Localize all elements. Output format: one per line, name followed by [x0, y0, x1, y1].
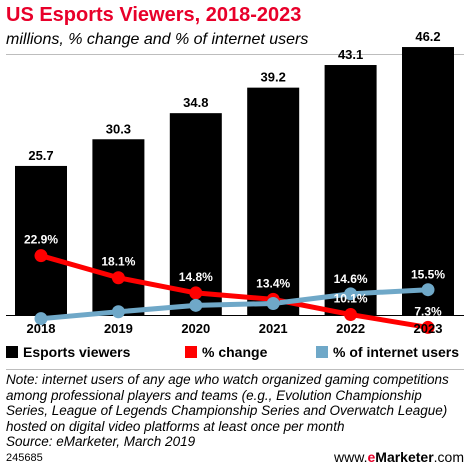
point-of-internet-users-2023 — [421, 283, 435, 297]
pct-change-label-2021: 13.4% — [256, 276, 290, 290]
point-change-2019 — [111, 271, 125, 285]
legend-item-internet-users: % of internet users — [316, 344, 459, 360]
chart-area: 25.7 30.3 34.8 39.2 43.1 46.2 22.9% 18.1% 14.8% 1… — [6, 29, 464, 343]
chart-note: Note: internet users of any age who watc… — [6, 372, 464, 450]
brand-logo[interactable]: www.eMarketer.com — [334, 449, 464, 465]
internet-users-label-2023: 15.5% — [411, 268, 445, 282]
x-tick-label-2018: 2018 — [27, 321, 56, 336]
pct-change-label-2018: 22.9% — [24, 233, 58, 247]
bar-2020 — [169, 113, 222, 315]
point-change-2023 — [421, 320, 435, 334]
line-of-internet-users — [38, 287, 431, 322]
bar-2018 — [15, 165, 67, 315]
pct-change-label-2023: 7.3% — [414, 304, 442, 318]
bar-value-label-2020: 34.8 — [183, 95, 208, 110]
line-change — [38, 253, 431, 330]
legend: Esports viewers % change % of internet u… — [0, 344, 470, 364]
brand-prefix: www. — [334, 449, 368, 465]
chart-title: US Esports Viewers, 2018-2023 — [6, 4, 302, 26]
legend-swatch-percent-change — [185, 346, 197, 358]
internet-users-label-2019: 10.7% — [101, 322, 135, 336]
pct-change-label-2020: 14.8% — [179, 270, 213, 284]
point-change-2020 — [189, 286, 203, 300]
x-tick-label-2023: 2023 — [414, 321, 443, 336]
bar-value-label-2023: 46.2 — [415, 29, 440, 44]
bar-value-label-2019: 30.3 — [106, 121, 131, 136]
internet-users-label-2018: 9.2% — [27, 329, 55, 343]
bar-2019 — [92, 139, 145, 315]
bar-value-label-2022: 43.1 — [338, 47, 363, 62]
point-of-internet-users-2019 — [111, 305, 125, 319]
internet-users-label-2021: 12.5% — [256, 314, 290, 328]
x-tick-label-2019: 2019 — [104, 321, 133, 336]
bar-2022 — [324, 65, 377, 316]
legend-label-internet-users: % of internet users — [333, 344, 460, 360]
brand-e: e — [367, 449, 376, 465]
bar-2021 — [247, 87, 300, 315]
bar-value-label-2018: 25.7 — [28, 148, 53, 163]
source-text: Source: eMarketer, March 2019 — [6, 434, 196, 449]
x-tick-label-2020: 2020 — [181, 321, 210, 336]
point-of-internet-users-2018 — [34, 312, 48, 326]
internet-users-label-2022: 14.6% — [334, 272, 368, 286]
point-change-2018 — [34, 249, 48, 263]
x-tick-label-2021: 2021 — [259, 321, 288, 336]
chart-id: 245685 — [6, 452, 43, 464]
point-of-internet-users-2022 — [344, 287, 358, 301]
note-text: Note: internet users of any age who watc… — [6, 372, 449, 434]
legend-item-percent-change: % change — [185, 344, 267, 360]
internet-users-label-2020: 12.1% — [179, 315, 213, 329]
legend-swatch-internet-users — [316, 346, 328, 358]
chart-subtitle: millions, % change and % of internet use… — [6, 31, 309, 48]
legend-item-esports-viewers: Esports viewers — [6, 344, 130, 360]
x-tick-label-2022: 2022 — [336, 321, 365, 336]
header-divider — [6, 54, 464, 55]
point-of-internet-users-2020 — [189, 298, 203, 312]
bar-2023 — [402, 47, 454, 315]
point-of-internet-users-2021 — [266, 297, 280, 310]
brand-main: Marketer — [375, 449, 434, 465]
legend-swatch-esports-viewers — [6, 346, 18, 358]
legend-label-esports-viewers: Esports viewers — [23, 344, 131, 360]
pct-change-label-2019: 18.1% — [101, 255, 135, 269]
pct-change-label-2022: 10.1% — [334, 292, 368, 306]
brand-suffix: .com — [433, 449, 464, 465]
note-divider — [6, 369, 464, 370]
bar-value-label-2021: 39.2 — [261, 70, 286, 85]
point-change-2022 — [344, 308, 358, 322]
legend-label-percent-change: % change — [202, 344, 268, 360]
